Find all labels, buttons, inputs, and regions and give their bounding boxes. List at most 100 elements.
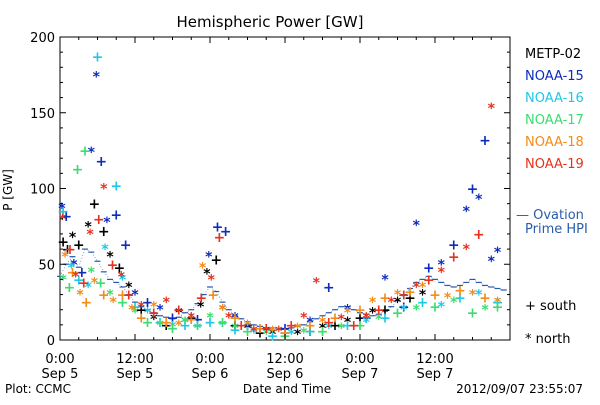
data-point-noaa-16: + xyxy=(73,272,85,288)
hpi-connector xyxy=(209,286,217,292)
hpi-connector xyxy=(247,321,254,326)
data-point-metp-02: + xyxy=(329,318,341,334)
data-point-noaa-19: + xyxy=(107,257,119,273)
hpi-connector xyxy=(359,312,367,315)
data-point-noaa-15: + xyxy=(95,154,107,170)
data-point-noaa-16: * xyxy=(101,242,109,258)
legend-south: + south xyxy=(525,299,576,314)
data-point-noaa-15: * xyxy=(131,288,139,304)
hpi-connector xyxy=(234,315,242,320)
data-point-noaa-19: + xyxy=(373,303,385,319)
data-point-noaa-18: * xyxy=(244,318,252,334)
hpi-connector xyxy=(478,282,486,286)
x-tick-time: 0:00 xyxy=(195,352,224,367)
hpi-connector xyxy=(184,309,192,313)
data-point-noaa-15: + xyxy=(479,133,491,149)
data-point-metp-02: + xyxy=(57,235,69,251)
data-point-noaa-19: + xyxy=(148,306,160,322)
hpi-connector xyxy=(291,326,298,329)
legend-noaa-15: NOAA-15 xyxy=(525,69,584,84)
data-point-noaa-19: * xyxy=(188,310,196,326)
ovation-hpi-series xyxy=(57,248,507,330)
data-point-noaa-17: + xyxy=(64,280,76,296)
data-point-noaa-15: + xyxy=(192,312,204,328)
data-point-noaa-19: + xyxy=(78,275,90,291)
data-point-noaa-15: + xyxy=(60,209,72,225)
data-point-noaa-16: + xyxy=(304,324,316,340)
data-point-metp-02: + xyxy=(135,303,147,319)
data-point-noaa-18: * xyxy=(444,291,452,307)
data-point-noaa-17: + xyxy=(217,315,229,331)
data-point-noaa-17: + xyxy=(354,318,366,334)
hpi-connector xyxy=(72,256,80,268)
data-point-metp-02: + xyxy=(279,325,291,341)
legend-ovation-line1: — Ovation xyxy=(516,208,584,223)
data-point-noaa-19: + xyxy=(195,291,207,307)
chart-title: Hemispheric Power [GW] xyxy=(177,13,364,31)
data-point-metp-02: + xyxy=(229,318,241,334)
x-tick-date: Sep 7 xyxy=(342,367,379,382)
data-point-noaa-17: + xyxy=(492,300,504,316)
data-point-metp-02: * xyxy=(69,230,77,246)
data-point-noaa-17: * xyxy=(131,306,139,322)
hpi-connector xyxy=(447,285,454,288)
data-point-noaa-18: * xyxy=(175,318,183,334)
data-point-noaa-17: + xyxy=(467,306,479,322)
data-point-noaa-16: * xyxy=(475,288,483,304)
hpi-connector xyxy=(178,312,186,318)
data-point-noaa-19: * xyxy=(488,101,496,117)
data-point-noaa-16: + xyxy=(110,178,122,194)
data-point-noaa-19: + xyxy=(423,272,435,288)
y-tick-label: 50 xyxy=(38,258,55,273)
data-point-noaa-16: * xyxy=(84,280,92,296)
hpi-connector xyxy=(434,279,442,283)
data-point-metp-02: * xyxy=(197,300,205,316)
data-point-noaa-19: + xyxy=(260,321,272,337)
data-point-noaa-15: + xyxy=(242,318,254,334)
data-point-noaa-15: + xyxy=(423,260,435,276)
data-point-noaa-16: * xyxy=(144,306,152,322)
data-point-noaa-16: * xyxy=(438,300,446,316)
data-point-metp-02: + xyxy=(114,260,126,276)
data-point-noaa-18: * xyxy=(199,260,207,276)
data-point-noaa-19: + xyxy=(173,303,185,319)
data-point-noaa-15: + xyxy=(120,238,132,254)
data-point-noaa-15: * xyxy=(103,215,111,231)
hpi-connector xyxy=(466,279,473,283)
data-point-noaa-16: * xyxy=(194,321,202,337)
data-point-noaa-17: * xyxy=(300,325,308,341)
data-point-noaa-17: * xyxy=(206,310,214,326)
hpi-connector xyxy=(78,249,86,268)
data-point-noaa-19: * xyxy=(86,227,94,243)
data-point-noaa-18: + xyxy=(98,288,110,304)
data-point-noaa-19: + xyxy=(348,318,360,334)
data-point-noaa-15: * xyxy=(438,257,446,273)
x-tick-time: 12:00 xyxy=(266,352,303,367)
hpi-connector xyxy=(428,276,436,280)
data-point-noaa-18: + xyxy=(479,291,491,307)
data-point-noaa-16: + xyxy=(267,328,279,344)
x-tick-date: Sep 5 xyxy=(117,367,154,382)
hpi-connector xyxy=(159,315,167,318)
hpi-connector xyxy=(416,279,423,283)
data-point-noaa-19: * xyxy=(363,310,371,326)
data-point-metp-02: * xyxy=(150,312,158,328)
data-point-noaa-15: + xyxy=(323,280,335,296)
hpi-connector xyxy=(59,264,67,277)
data-point-noaa-15: * xyxy=(463,204,471,220)
data-point-metp-02: + xyxy=(354,310,366,326)
data-point-noaa-15: * xyxy=(413,218,421,234)
data-point-noaa-18: + xyxy=(404,285,416,301)
legend-ovation-line2: Prime HPI xyxy=(525,222,588,237)
x-tick-time: 12:00 xyxy=(416,352,453,367)
data-point-noaa-17: + xyxy=(167,321,179,337)
data-point-noaa-19: * xyxy=(118,269,126,285)
data-point-noaa-19: * xyxy=(225,310,233,326)
data-point-noaa-19: + xyxy=(398,288,410,304)
x-axis-label: Date and Time xyxy=(243,382,331,396)
hpi-connector xyxy=(109,279,117,283)
data-point-noaa-19: * xyxy=(388,295,396,311)
data-point-noaa-19: * xyxy=(250,324,258,340)
data-point-noaa-18: + xyxy=(117,288,129,304)
hpi-connector xyxy=(309,318,317,323)
